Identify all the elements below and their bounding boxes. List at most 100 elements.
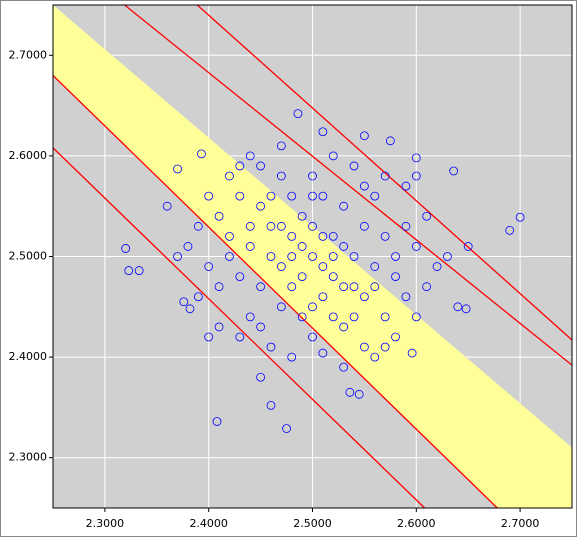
point: [245, 242, 255, 251]
point: [297, 211, 307, 221]
point: [282, 424, 291, 433]
point: [339, 322, 349, 332]
point: [308, 221, 317, 231]
point: [287, 352, 297, 362]
point: [349, 161, 359, 171]
point: [256, 322, 266, 332]
point: [349, 252, 359, 261]
point: [162, 201, 172, 211]
point: [380, 231, 390, 241]
point: [449, 166, 459, 176]
point: [183, 242, 193, 251]
point: [401, 221, 411, 231]
y-tick-label: 2.4000: [9, 350, 48, 363]
point: [212, 417, 222, 426]
point: [287, 191, 297, 201]
point: [359, 131, 369, 141]
point: [370, 352, 380, 362]
point: [432, 262, 442, 271]
point: [401, 181, 411, 191]
point: [370, 282, 380, 292]
point: [193, 292, 203, 302]
y-tick-label: 2.3000: [9, 451, 48, 464]
point: [391, 272, 400, 282]
point: [308, 191, 317, 201]
point: [276, 221, 286, 231]
point: [179, 297, 189, 307]
point: [328, 231, 338, 241]
point: [359, 342, 369, 352]
confidence-band: [53, 5, 572, 508]
point: [463, 242, 473, 251]
point: [266, 342, 276, 352]
point: [411, 153, 421, 163]
point: [391, 332, 400, 342]
point: [339, 282, 349, 292]
point: [318, 262, 328, 271]
point: [308, 302, 317, 312]
plot-border: [52, 4, 573, 509]
point: [193, 221, 203, 231]
fit-line: [124, 5, 572, 366]
point: [422, 211, 432, 221]
point: [293, 109, 303, 119]
point: [345, 387, 355, 397]
point: [461, 304, 471, 314]
point: [214, 282, 224, 292]
point: [235, 191, 245, 201]
point: [214, 322, 224, 332]
point: [256, 282, 266, 292]
point: [297, 242, 307, 251]
y-tick-label: 2.6000: [9, 149, 48, 162]
point: [349, 312, 359, 322]
point: [124, 266, 134, 275]
point: [185, 304, 195, 314]
x-tick-label: 2.6000: [397, 517, 436, 530]
point: [391, 252, 400, 261]
point: [256, 161, 266, 171]
point: [407, 348, 417, 358]
point: [225, 252, 234, 261]
point: [266, 191, 276, 201]
point: [401, 292, 411, 302]
fit-line: [196, 5, 572, 341]
point: [173, 252, 182, 261]
point: [225, 231, 234, 241]
point: [276, 141, 286, 151]
point: [385, 136, 395, 146]
point: [359, 181, 369, 191]
point: [121, 244, 131, 253]
point: [359, 292, 369, 302]
point: [380, 171, 390, 181]
x-tick-label: 2.7000: [501, 517, 540, 530]
point: [318, 127, 328, 137]
point: [359, 221, 369, 231]
point: [204, 262, 214, 271]
point: [328, 151, 338, 161]
point: [339, 201, 349, 211]
point: [287, 231, 297, 241]
axes: 2.3000 2.4000 2.5000 2.6000 2.7000 2.3000 2.40…: [9, 48, 540, 530]
point: [349, 282, 359, 292]
point: [443, 252, 452, 261]
point: [204, 332, 214, 342]
point: [411, 171, 421, 181]
point: [204, 191, 214, 201]
point: [370, 262, 380, 271]
point: [318, 292, 328, 302]
point: [276, 171, 286, 181]
point: [245, 221, 255, 231]
x-tick-label: 2.5000: [293, 517, 332, 530]
point: [354, 389, 364, 399]
point: [339, 362, 349, 372]
point: [308, 171, 317, 181]
point: [266, 252, 276, 261]
point: [197, 149, 206, 159]
point: [411, 312, 421, 322]
point: [287, 282, 297, 292]
point: [453, 302, 463, 312]
point: [134, 266, 144, 275]
point: [505, 225, 515, 235]
point: [411, 242, 421, 251]
